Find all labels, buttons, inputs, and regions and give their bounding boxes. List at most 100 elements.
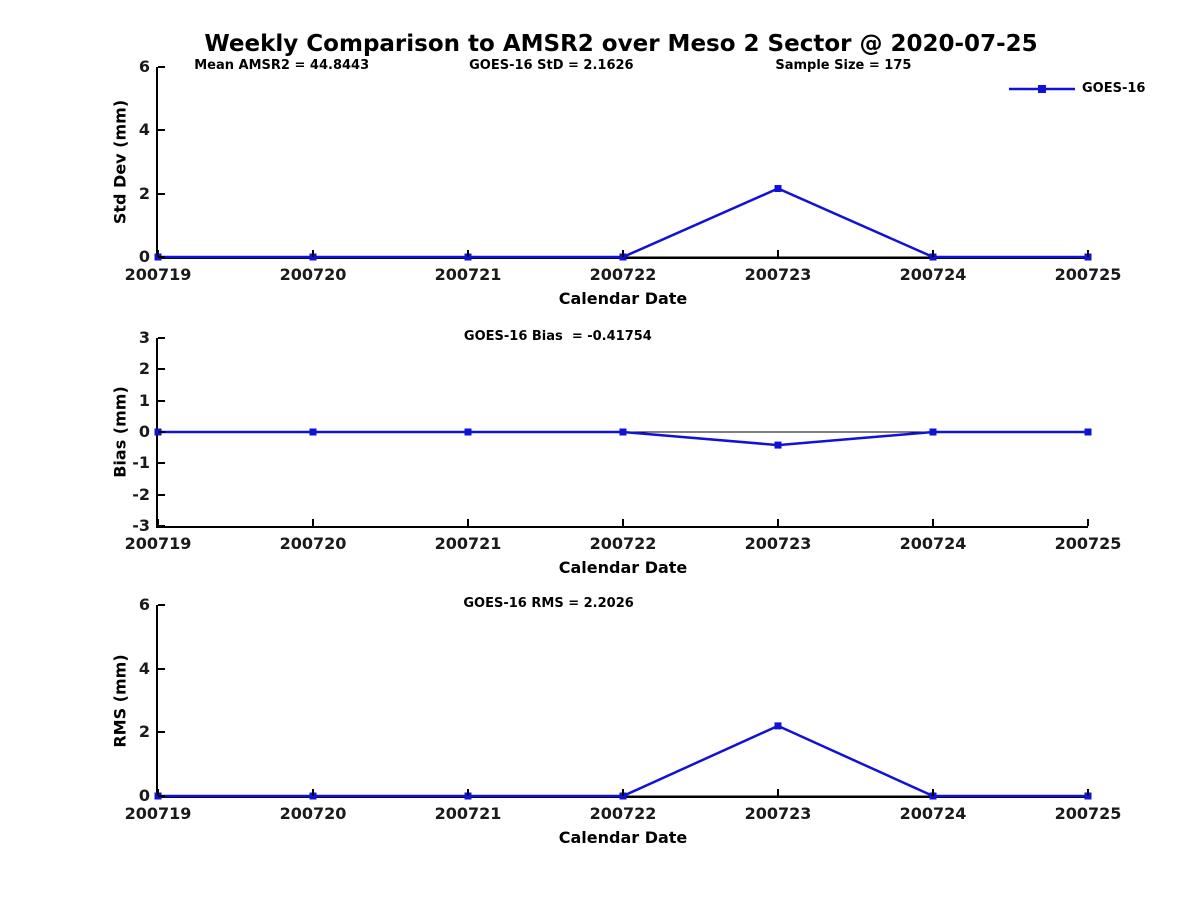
x-tick xyxy=(932,789,934,796)
y-axis-label: Std Dev (mm) xyxy=(110,99,130,225)
data-point xyxy=(1084,428,1092,436)
x-tick-label: 200721 xyxy=(434,804,502,823)
x-tick-label: 200721 xyxy=(434,265,502,284)
data-point xyxy=(774,441,782,449)
x-tick-label: 200723 xyxy=(744,804,812,823)
y-tick xyxy=(158,462,165,465)
x-tick xyxy=(777,250,779,257)
x-tick xyxy=(777,519,779,526)
x-tick-label: 200720 xyxy=(279,534,347,553)
y-tick-label: 2 xyxy=(138,722,150,742)
x-tick xyxy=(312,250,314,257)
x-tick xyxy=(467,789,469,796)
x-axis-label: Calendar Date xyxy=(558,828,688,847)
x-tick xyxy=(1087,250,1089,257)
data-point xyxy=(929,428,937,436)
plot-std-dev: 0 2 4 6 200719 200720 200721 200722 200723 200724… xyxy=(111,58,1122,309)
chart-annotation: Sample Size = 175 xyxy=(775,58,912,73)
legend-line-icon xyxy=(1009,84,1075,93)
data-point xyxy=(929,792,937,800)
y-tick xyxy=(158,431,165,433)
data-point xyxy=(464,428,472,436)
x-tick-label: 200722 xyxy=(589,534,657,553)
x-tick-label: 200719 xyxy=(124,265,192,284)
y-tick-label: -2 xyxy=(132,484,150,504)
x-tick-label: 200724 xyxy=(899,804,967,823)
x-tick xyxy=(777,789,779,796)
y-tick xyxy=(158,129,165,132)
x-tick xyxy=(312,789,314,796)
x-tick-label: 200721 xyxy=(434,534,502,553)
data-line-GOES-16 xyxy=(158,724,1088,798)
data-point xyxy=(309,792,317,800)
x-tick-label: 200719 xyxy=(124,534,192,553)
x-tick xyxy=(467,519,469,526)
plot-bias: 3 2 1 0 -1 -2 -3 200719 200720 200721 200722 200723… xyxy=(111,329,1122,578)
x-tick xyxy=(312,519,314,526)
data-point xyxy=(774,185,782,193)
figure-title: Weekly Comparison to AMSR2 over Meso 2 S… xyxy=(204,31,1038,57)
x-tick-label: 200719 xyxy=(124,804,192,823)
data-line-GOES-16 xyxy=(158,187,1088,259)
y-tick-label: 6 xyxy=(138,595,150,614)
x-tick xyxy=(157,519,159,526)
y-tick-label: -1 xyxy=(132,453,150,473)
y-tick-label: 1 xyxy=(138,390,150,410)
legend: GOES-16 xyxy=(1008,81,1145,96)
x-axis-label: Calendar Date xyxy=(558,289,688,308)
chart-annotation: GOES-16 RMS = 2.2026 xyxy=(463,596,634,611)
data-point xyxy=(1084,253,1092,261)
y-tick-label: -3 xyxy=(132,516,150,535)
data-point xyxy=(619,792,627,800)
y-tick xyxy=(158,667,165,670)
x-tick-label: 200724 xyxy=(899,534,967,553)
x-tick xyxy=(157,250,159,257)
data-point xyxy=(309,428,317,436)
y-tick xyxy=(158,604,165,606)
y-tick xyxy=(158,731,165,734)
data-point xyxy=(309,253,317,261)
chart-std-dev-canvas xyxy=(154,185,1092,261)
x-tick-label: 200722 xyxy=(589,804,657,823)
x-tick xyxy=(622,789,624,796)
y-tick-label: 0 xyxy=(138,786,150,805)
y-tick-label: 4 xyxy=(138,658,150,678)
x-tick-label: 200725 xyxy=(1054,265,1122,284)
chart-rms-canvas xyxy=(154,722,1092,800)
data-point xyxy=(619,253,627,261)
y-tick-label: 2 xyxy=(138,183,150,203)
data-point xyxy=(929,253,937,261)
x-tick xyxy=(932,519,934,526)
y-tick-label: 3 xyxy=(138,328,150,347)
chart-annotation: Mean AMSR2 = 44.8443 xyxy=(194,58,370,73)
x-tick xyxy=(622,250,624,257)
data-point xyxy=(1084,792,1092,800)
x-tick xyxy=(1087,789,1089,796)
x-tick xyxy=(932,250,934,257)
y-axis-label: Bias (mm) xyxy=(110,386,130,478)
y-tick-label: 2 xyxy=(138,359,150,379)
x-tick-label: 200722 xyxy=(589,265,657,284)
chart-annotation: GOES-16 StD = 2.1626 xyxy=(469,58,634,73)
x-tick-label: 200725 xyxy=(1054,534,1122,553)
data-point xyxy=(464,253,472,261)
y-tick xyxy=(158,256,165,258)
y-axis-label: RMS (mm) xyxy=(110,653,130,748)
y-tick xyxy=(158,337,165,339)
y-tick xyxy=(158,399,165,402)
y-tick-label: 0 xyxy=(138,422,150,441)
y-tick xyxy=(158,525,165,527)
plot-rms: 0 2 4 6 200719 200720 200721 200722 200723 200724… xyxy=(111,596,1122,848)
y-tick-label: 4 xyxy=(138,120,150,140)
y-tick-label: 6 xyxy=(138,57,150,76)
x-tick xyxy=(467,250,469,257)
data-point xyxy=(464,792,472,800)
x-tick xyxy=(157,789,159,796)
x-tick-label: 200720 xyxy=(279,265,347,284)
x-tick-label: 200723 xyxy=(744,534,812,553)
y-tick xyxy=(158,192,165,195)
chart-bias-canvas xyxy=(154,428,1092,449)
y-tick xyxy=(158,493,165,496)
x-tick-label: 200723 xyxy=(744,265,812,284)
